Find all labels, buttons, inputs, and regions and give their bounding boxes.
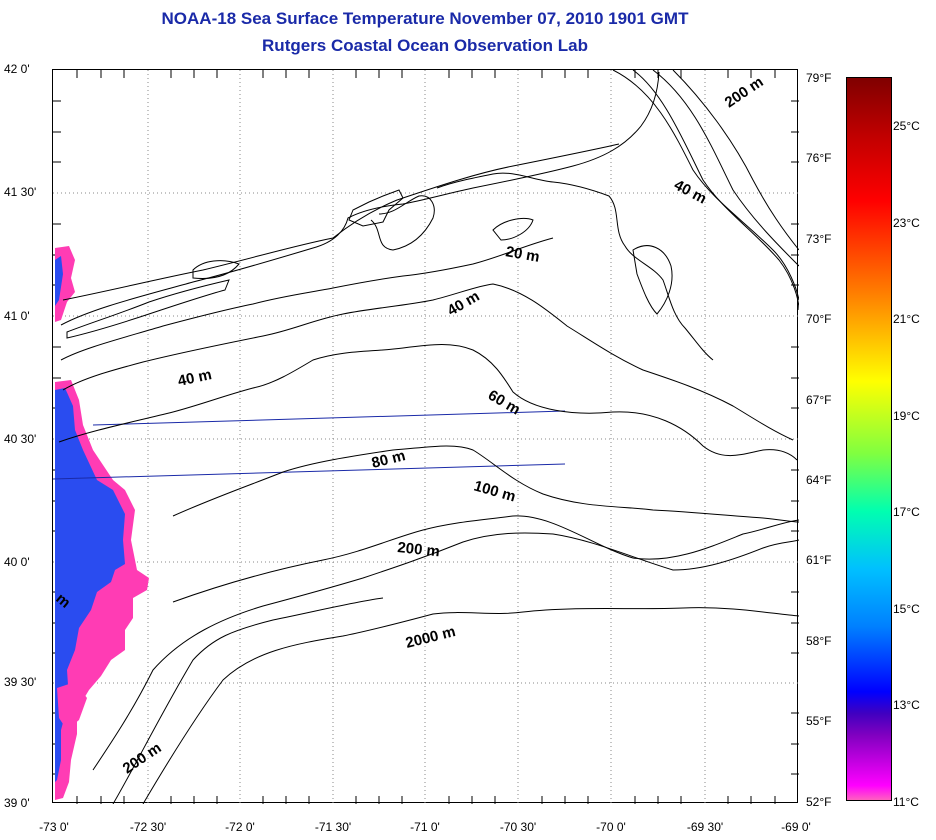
contour-label-60m: 60 m	[485, 387, 523, 419]
lon-label-72-0: -72 0'	[225, 820, 255, 834]
lon-label-72-30: -72 30'	[129, 820, 167, 834]
contour-label-100m: 100 m	[472, 478, 518, 506]
lat-label-40-0: 40 0'	[4, 555, 30, 569]
colorbar-c-13: 13°C	[893, 698, 920, 712]
colorbar-f-55: 55°F	[806, 714, 832, 728]
colorbar-f-64: 64°F	[806, 473, 832, 487]
lon-label-69-30: -69 30'	[686, 820, 724, 834]
map-subtitle: Rutgers Coastal Ocean Observation Lab	[262, 36, 588, 55]
contour-label-80m: 80 m	[370, 447, 407, 472]
contour-label-40m-mid: 40 m	[445, 288, 483, 320]
map-title: NOAA-18 Sea Surface Temperature November…	[161, 9, 689, 28]
colorbar-f-79: 79°F	[806, 71, 832, 85]
colorbar-c-11: 11°C	[893, 795, 919, 809]
map-panel: 200 m 40 m 20 m 40 m 40 m 60 m 80 m 100 …	[52, 69, 799, 804]
lat-label-42-0: 42 0'	[4, 62, 30, 76]
colorbar-c-17: 17°C	[893, 505, 920, 519]
bathymetry-contours	[58, 70, 799, 804]
lat-label-39-0: 39 0'	[4, 796, 30, 810]
colorbar-c-19: 19°C	[893, 409, 920, 423]
colorbar-f-73: 73°F	[806, 232, 832, 246]
colorbar-c-15: 15°C	[893, 602, 920, 616]
lon-label-71-0: -71 0'	[410, 820, 440, 834]
colorbar-f-76: 76°F	[806, 151, 832, 165]
sst-map: 200 m 40 m 20 m 40 m 40 m 60 m 80 m 100 …	[53, 70, 799, 804]
temperature-colorbar	[846, 77, 892, 801]
lat-label-41-30: 41 30'	[4, 185, 37, 199]
colorbar-f-52: 52°F	[806, 795, 832, 809]
map-grid	[53, 70, 799, 804]
colorbar-c-23: 23°C	[893, 216, 920, 230]
contour-label-2000m: 2000 m	[404, 623, 457, 652]
colorbar-f-70: 70°F	[806, 312, 832, 326]
colorbar-f-61: 61°F	[806, 553, 832, 567]
lon-label-69-0: -69 0'	[781, 820, 811, 834]
contour-label-200m-sw: 200 m	[120, 739, 165, 777]
colorbar-f-67: 67°F	[806, 393, 832, 407]
lat-label-39-30: 39 30'	[4, 675, 37, 689]
colorbar-c-25: 25°C	[893, 119, 920, 133]
lat-label-41-0: 41 0'	[4, 309, 30, 323]
lon-label-71-30: -71 30'	[314, 820, 352, 834]
colorbar-f-58: 58°F	[806, 634, 832, 648]
lon-label-73-0: -73 0'	[39, 820, 69, 834]
lat-label-40-30: 40 30'	[4, 432, 37, 446]
transect-lines	[53, 410, 566, 480]
map-ticks	[53, 70, 799, 804]
colorbar-c-21: 21°C	[893, 312, 920, 326]
contour-label-40m-w: 40 m	[176, 366, 213, 390]
sst-data-patches	[55, 246, 149, 800]
contour-label-200m-ne: 200 m	[722, 73, 767, 111]
lon-label-70-30: -70 30'	[499, 820, 537, 834]
contour-label-200m: 200 m	[397, 539, 441, 560]
lon-label-70-0: -70 0'	[596, 820, 626, 834]
contour-label-20m: 20 m	[504, 243, 541, 266]
contour-labels: 200 m 40 m 20 m 40 m 40 m 60 m 80 m 100 …	[53, 73, 767, 777]
